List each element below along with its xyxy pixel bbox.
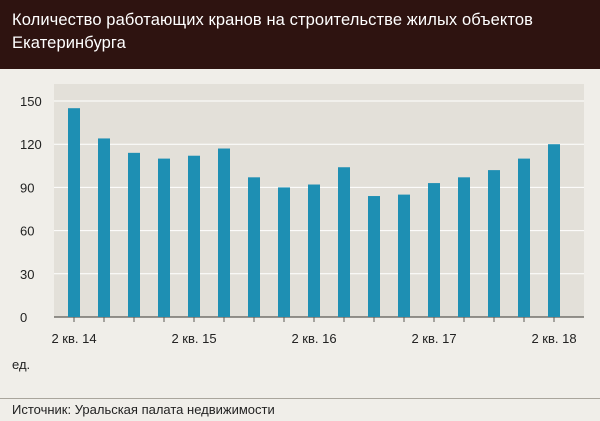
y-tick-label: 60 [20, 224, 34, 239]
bar [158, 158, 170, 317]
y-tick-label: 0 [20, 310, 27, 325]
x-tick-label: 2 кв. 15 [171, 331, 216, 346]
bar [458, 177, 470, 317]
chart-header: Количество работающих кранов на строител… [0, 0, 600, 69]
bar [338, 167, 350, 317]
x-tick-label: 2 кв. 17 [411, 331, 456, 346]
bar [98, 138, 110, 317]
x-tick-label: 2 кв. 16 [291, 331, 336, 346]
bar [128, 152, 140, 317]
bar [488, 170, 500, 317]
source-note: Источник: Уральская палата недвижимости [12, 402, 275, 417]
x-tick-label: 2 кв. 18 [531, 331, 576, 346]
bar [398, 194, 410, 317]
y-tick-label: 120 [20, 137, 42, 152]
bar [518, 158, 530, 317]
bar [428, 183, 440, 317]
bar [218, 148, 230, 317]
bar [548, 144, 560, 317]
bar [68, 108, 80, 317]
unit-label: ед. [12, 357, 31, 372]
bar [248, 177, 260, 317]
x-axis: 2 кв. 14 2 кв. 15 2 кв. 16 2 кв. 17 2 кв. 18 [51, 317, 577, 346]
bar [278, 187, 290, 317]
y-tick-label: 90 [20, 180, 34, 195]
bar [188, 155, 200, 317]
y-tick-label: 150 [20, 94, 42, 109]
y-tick-label: 30 [20, 267, 34, 282]
x-tick-label: 2 кв. 14 [51, 331, 96, 346]
footer-divider [0, 398, 600, 399]
chart-title: Количество работающих кранов на строител… [12, 11, 534, 52]
bar [368, 196, 380, 317]
y-axis: 0 30 60 90 120 150 [20, 94, 42, 325]
bar [308, 184, 320, 317]
bars [68, 108, 560, 317]
